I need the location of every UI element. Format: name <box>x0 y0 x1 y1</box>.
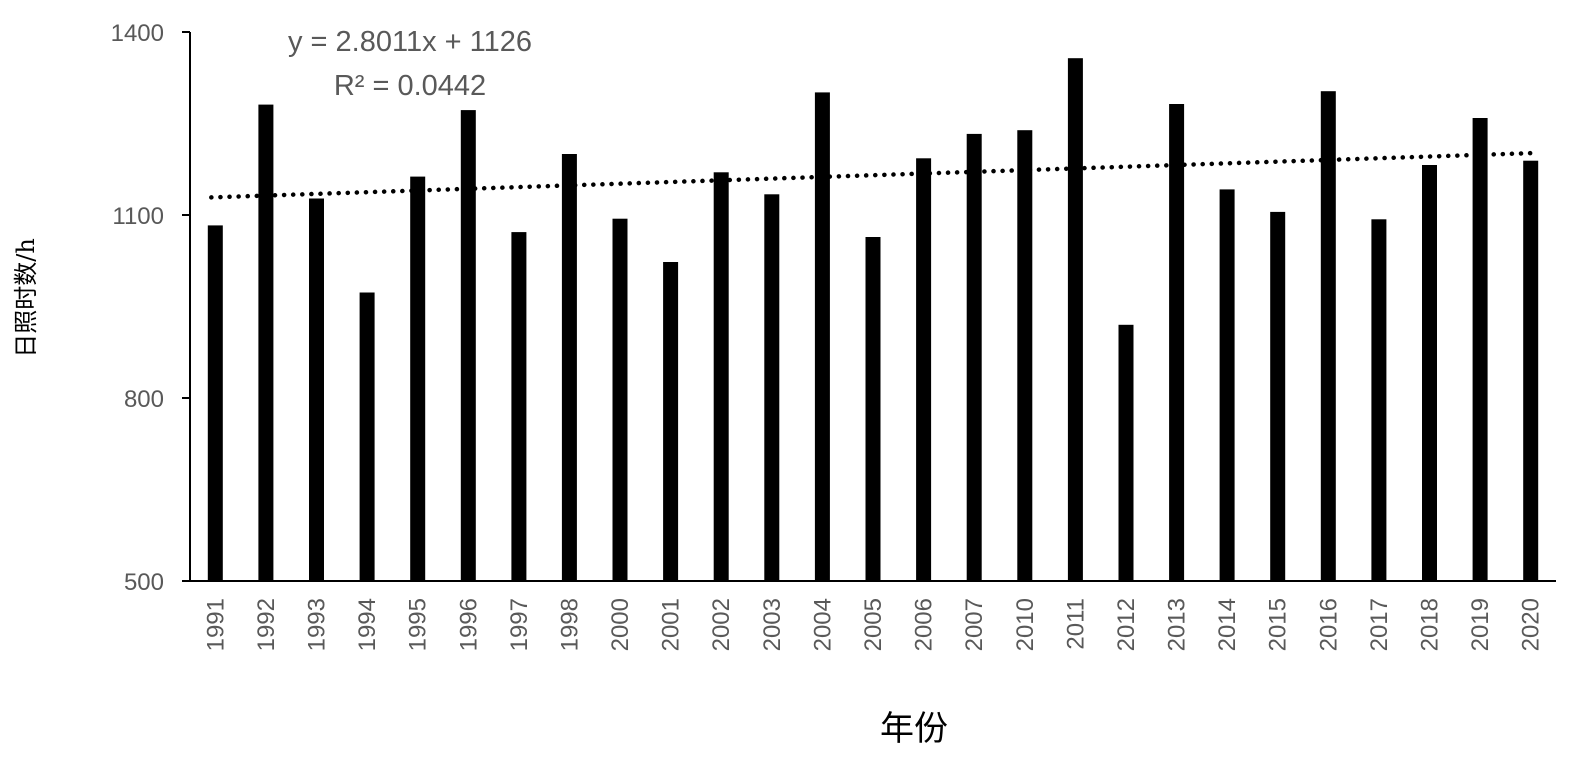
bars-layer <box>207 58 1539 582</box>
bar-2018 <box>1422 165 1437 581</box>
bar-2011 <box>1067 58 1083 581</box>
x-tick-label-2010: 2010 <box>1012 598 1039 651</box>
x-tick-label-2005: 2005 <box>860 598 887 651</box>
bar-1997 <box>511 232 527 581</box>
x-tick-label-1997: 1997 <box>506 598 533 651</box>
bar-2020 <box>1523 160 1539 581</box>
x-tick-label-2002: 2002 <box>708 598 735 651</box>
y-tick-label-500: 500 <box>124 569 164 596</box>
x-tick-label-2015: 2015 <box>1265 598 1292 651</box>
x-tick-label-2019: 2019 <box>1467 598 1494 651</box>
bar-1996 <box>460 110 476 581</box>
x-tick-label-1992: 1992 <box>253 598 280 651</box>
x-tick-label-2014: 2014 <box>1214 598 1241 651</box>
bar-2005 <box>865 237 881 581</box>
x-tick-label-2016: 2016 <box>1315 598 1342 651</box>
bar-1991 <box>207 225 223 581</box>
bar-2010 <box>1017 130 1033 581</box>
trendline-layer <box>209 150 1537 200</box>
trendline <box>209 150 1537 200</box>
bar-2017 <box>1371 219 1387 582</box>
bar-2015 <box>1270 211 1286 581</box>
bar-2014 <box>1219 189 1235 581</box>
x-tick-label-1991: 1991 <box>202 598 229 651</box>
trendline-r2: R² = 0.0442 <box>334 70 486 102</box>
x-tick-label-2020: 2020 <box>1518 598 1545 651</box>
x-axis-title: 年份 <box>880 709 948 749</box>
x-tick-label-2003: 2003 <box>759 598 786 651</box>
x-tick-label-2006: 2006 <box>911 598 938 651</box>
x-tick-label-2012: 2012 <box>1113 598 1140 651</box>
x-tick-label-2018: 2018 <box>1417 598 1444 651</box>
y-axis-title: 日照时数/h <box>12 238 40 358</box>
y-tick-label-1100: 1100 <box>112 203 164 230</box>
x-tick-label-1993: 1993 <box>304 598 331 651</box>
y-ticks: 500 800 1100 1400 <box>111 20 190 596</box>
trendline-equation: y = 2.8011x + 1126 <box>288 26 532 58</box>
x-tick-label-2013: 2013 <box>1164 598 1191 651</box>
bar-2019 <box>1472 118 1488 581</box>
bar-1998 <box>561 154 577 581</box>
bar-1994 <box>359 292 375 581</box>
bar-1995 <box>410 176 426 581</box>
x-tick-label-1998: 1998 <box>556 598 583 651</box>
bar-2013 <box>1169 104 1185 581</box>
x-tick-label-2001: 2001 <box>658 598 685 651</box>
bar-2006 <box>916 158 932 582</box>
bar-2016 <box>1320 91 1336 581</box>
x-tick-label-2000: 2000 <box>607 598 634 651</box>
bar-2003 <box>764 194 780 582</box>
x-ticks: 1991 1992 1993 1994 1995 1996 1997 1998 2000 2001… <box>202 598 1544 651</box>
bar-2002 <box>713 172 729 582</box>
bar-2004 <box>814 92 830 582</box>
x-tick-label-2007: 2007 <box>961 598 988 651</box>
axes-layer <box>189 32 1556 582</box>
x-tick-label-2004: 2004 <box>809 598 836 651</box>
x-tick-label-1994: 1994 <box>354 598 381 651</box>
x-tick-label-1995: 1995 <box>405 598 432 651</box>
x-tick-label-1996: 1996 <box>455 598 482 651</box>
bar-1992 <box>258 104 274 581</box>
bar-2000 <box>612 218 628 581</box>
y-tick-label-800: 800 <box>124 386 164 413</box>
y-tick-label-1400: 1400 <box>111 20 164 47</box>
bar-2007 <box>966 133 982 581</box>
x-tick-label-2011: 2011 <box>1062 598 1089 650</box>
bar-2001 <box>663 262 679 581</box>
bar-2012 <box>1118 324 1134 581</box>
bar-1993 <box>309 198 324 581</box>
x-tick-label-2017: 2017 <box>1366 598 1393 651</box>
